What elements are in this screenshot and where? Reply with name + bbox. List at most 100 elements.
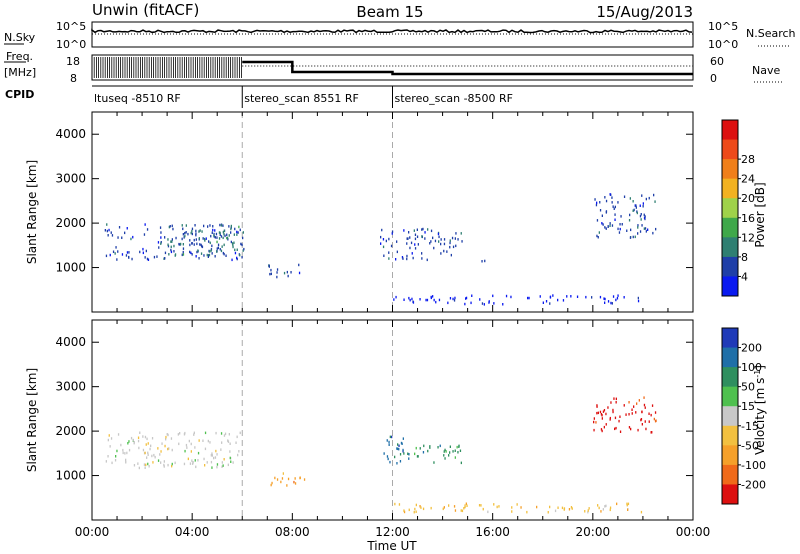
scatter-point (388, 443, 390, 446)
scatter-point (417, 455, 419, 458)
colorbar-segment (722, 120, 738, 141)
scatter-point (615, 298, 617, 302)
y-tick-label: 3000 (55, 172, 86, 186)
scatter-point (191, 229, 193, 233)
scatter-point (635, 204, 637, 207)
scatter-point (170, 240, 172, 243)
scatter-point (429, 446, 431, 449)
y-tick-label: 4000 (55, 335, 86, 349)
scatter-point (563, 507, 566, 510)
scatter-point (620, 215, 622, 218)
beam-title: Beam 15 (356, 3, 423, 21)
scatter-point (276, 271, 278, 274)
y-tick-label: 1000 (55, 469, 86, 483)
scatter-point (570, 506, 573, 509)
scatter-point (240, 242, 242, 246)
scatter-point (437, 446, 439, 449)
scatter-point (452, 245, 455, 249)
scatter-point (520, 506, 522, 509)
scatter-point (142, 247, 144, 251)
scatter-point (600, 428, 603, 431)
scatter-point (619, 415, 621, 418)
scatter-point (600, 510, 602, 513)
scatter-point (171, 224, 173, 228)
scatter-point (243, 247, 245, 251)
scatter-point (161, 442, 163, 445)
scatter-point (395, 258, 397, 261)
nsky-bottom-tick: 10^0 (56, 38, 86, 51)
scatter-point (114, 459, 117, 462)
scatter-point (634, 204, 636, 207)
scatter-point (171, 464, 173, 468)
scatter-point (270, 272, 272, 276)
scatter-point (552, 294, 554, 297)
power-scatter (104, 193, 657, 306)
scatter-point (593, 420, 595, 424)
scatter-point (185, 443, 188, 447)
scatter-point (644, 227, 647, 230)
scatter-point (461, 509, 464, 513)
scatter-point (386, 455, 389, 458)
scatter-point (172, 227, 174, 231)
scatter-point (166, 433, 168, 436)
scatter-point (402, 448, 404, 452)
scatter-point (145, 463, 147, 467)
scatter-point (189, 243, 191, 247)
colorbar-tick-label: 20 (741, 192, 755, 205)
scatter-point (139, 250, 141, 254)
scatter-point (389, 460, 391, 464)
cpid-segment-label: stereo_scan -8500 RF (395, 92, 514, 105)
scatter-point (220, 224, 223, 227)
scatter-point (287, 274, 289, 278)
scatter-point (183, 236, 185, 239)
scatter-point (642, 205, 644, 208)
scatter-point (443, 249, 445, 253)
freq-bottom-tick: 8 (70, 72, 77, 85)
scatter-point (236, 248, 238, 251)
scatter-point (227, 463, 229, 467)
scatter-point (194, 446, 196, 449)
scatter-point (454, 509, 457, 512)
scatter-point (465, 502, 467, 505)
scatter-point (231, 258, 233, 262)
scatter-point (182, 233, 184, 236)
scatter-point (448, 454, 450, 457)
scatter-point (167, 238, 169, 241)
scatter-point (408, 508, 410, 512)
scatter-point (415, 446, 417, 450)
scatter-point (120, 443, 122, 447)
scatter-point (182, 247, 185, 250)
scatter-point (605, 504, 607, 508)
scatter-point (464, 505, 466, 509)
scatter-point (215, 449, 217, 453)
scatter-point (215, 232, 218, 236)
scatter-point (200, 243, 202, 247)
scatter-point (433, 461, 435, 464)
scatter-point (643, 227, 645, 230)
scatter-point (409, 236, 411, 239)
scatter-point (206, 461, 208, 464)
scatter-point (457, 451, 459, 454)
scatter-point (114, 252, 116, 255)
scatter-point (197, 451, 200, 455)
scatter-point (268, 264, 270, 267)
scatter-point (451, 236, 454, 240)
scatter-point (403, 452, 405, 455)
scatter-point (438, 235, 440, 239)
scatter-point (412, 301, 415, 304)
scatter-point (211, 466, 213, 469)
scatter-point (137, 439, 140, 443)
scatter-point (118, 226, 121, 229)
scatter-point (654, 411, 657, 414)
scatter-point (238, 225, 240, 229)
scatter-point (460, 232, 462, 235)
scatter-point (193, 433, 195, 436)
scatter-point (549, 302, 551, 305)
scatter-point (627, 508, 629, 511)
scatter-point (587, 509, 589, 512)
scatter-point (460, 461, 462, 465)
scatter-point (149, 447, 151, 451)
scatter-point (229, 456, 231, 460)
scatter-point (197, 459, 199, 462)
scatter-point (621, 223, 623, 226)
